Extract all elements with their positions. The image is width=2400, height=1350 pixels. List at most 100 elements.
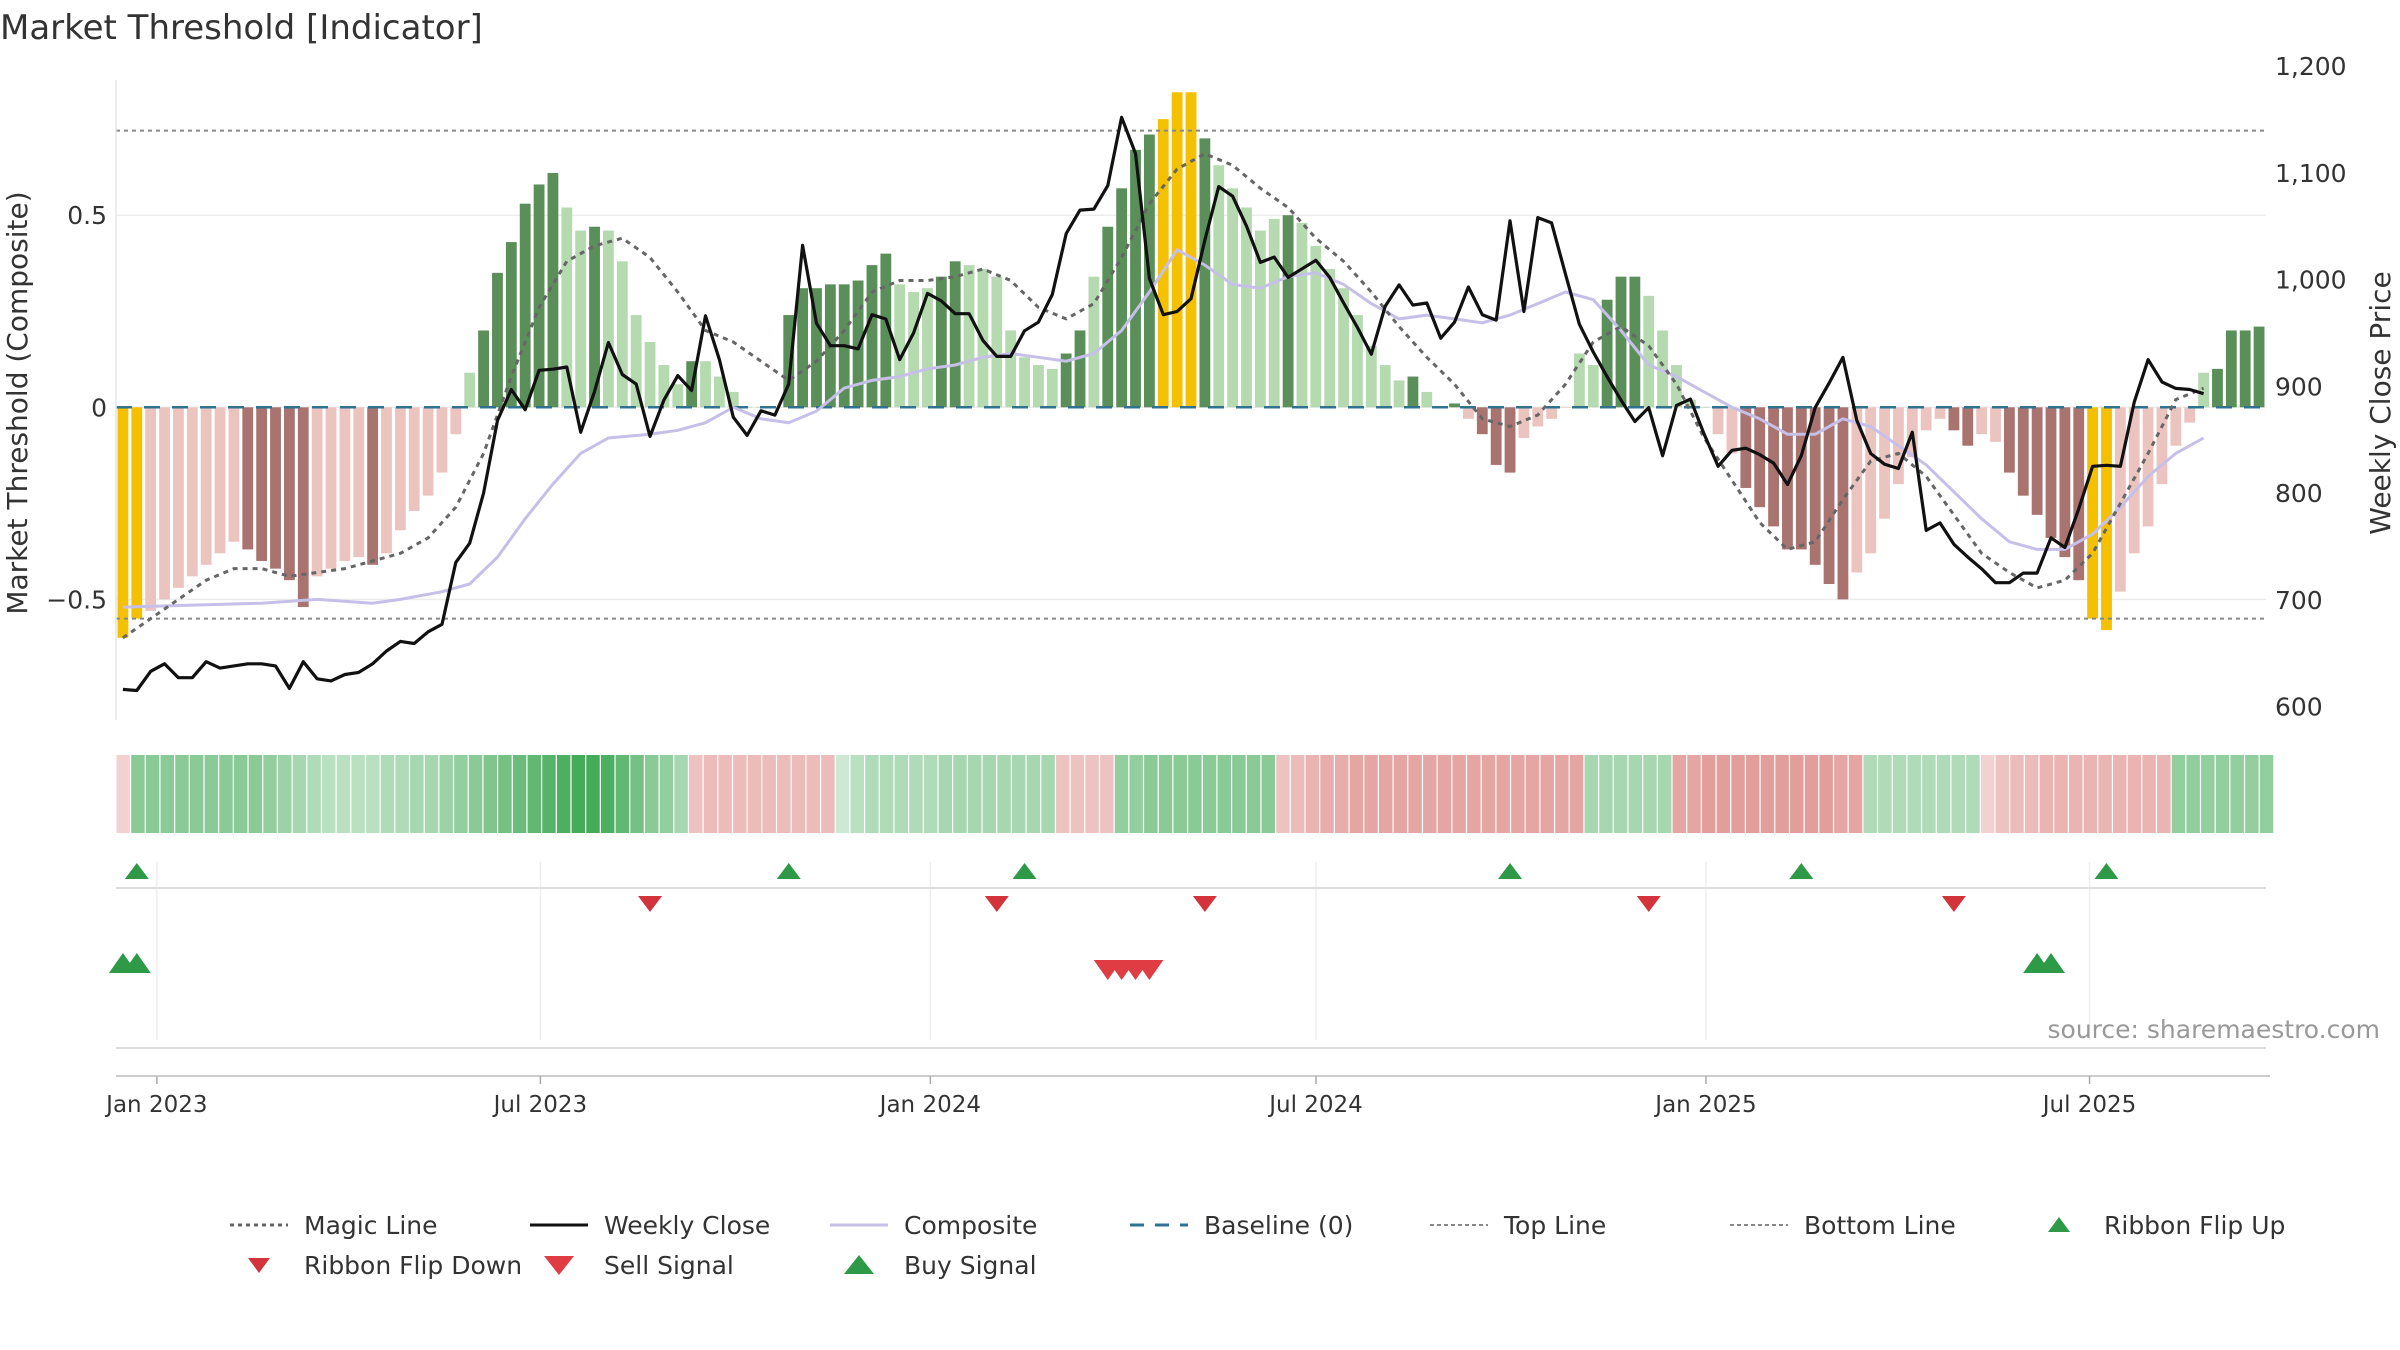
composite-bar <box>1241 207 1252 408</box>
ribbon-flip-down-marker <box>638 896 663 912</box>
composite-bar <box>2225 330 2237 408</box>
ribbon-cell <box>307 755 321 833</box>
composite-bar <box>1324 268 1336 408</box>
composite-bar <box>1560 407 1571 408</box>
composite-bar <box>1185 92 1197 408</box>
ribbon-cell <box>424 755 439 833</box>
composite-bar <box>159 407 170 600</box>
composite-bar <box>145 407 157 611</box>
composite-bar <box>811 288 822 408</box>
ribbon-cell <box>2157 755 2171 833</box>
ribbon-cell <box>160 755 175 833</box>
ribbon-cell <box>1701 755 1716 833</box>
composite-bar <box>1393 380 1405 408</box>
ribbon-cell <box>292 755 307 833</box>
composite-bar <box>1643 295 1655 408</box>
composite-bar <box>283 407 295 581</box>
composite-bar <box>1060 353 1072 408</box>
ribbon-cell <box>923 755 938 833</box>
composite-bar <box>2142 407 2154 527</box>
composite-bar <box>1920 407 1932 431</box>
composite-bar <box>1046 368 1058 408</box>
ribbon-flip-down-marker <box>1941 896 1966 912</box>
composite-bar <box>2253 326 2265 408</box>
composite-bar <box>325 407 337 569</box>
series-lines <box>122 115 2205 693</box>
ribbon-cell <box>1569 755 1584 833</box>
ribbon-cell <box>1511 755 1525 833</box>
ribbon-cell <box>659 755 674 833</box>
legend-item-buy-signal: Buy Signal <box>830 1251 1130 1280</box>
ribbon-cell <box>689 755 703 833</box>
ribbon-cell <box>1922 755 1936 833</box>
ribbon-cell <box>2215 755 2230 833</box>
composite-bar <box>963 265 975 408</box>
composite-bar <box>478 330 489 408</box>
ribbon-cell <box>1467 755 1481 833</box>
composite-bar <box>228 407 240 542</box>
composite-bar <box>436 407 448 473</box>
ribbon-cell <box>2201 755 2215 833</box>
composite-bar <box>367 407 379 565</box>
ribbon-cell <box>336 755 351 833</box>
ribbon-cell <box>1540 755 1554 833</box>
composite-bar <box>589 226 600 408</box>
y2-tick-label: 1,200 <box>2275 52 2347 81</box>
ribbon-cell <box>1188 755 1202 833</box>
ribbon-cell <box>1026 755 1041 833</box>
ribbon-cell <box>997 755 1011 833</box>
ribbon-cell <box>1790 755 1804 833</box>
composite-bar <box>1282 215 1294 408</box>
composite-bar <box>727 391 739 408</box>
ribbon-cell <box>909 755 923 833</box>
ribbon-cell <box>556 755 571 833</box>
composite-bar <box>797 288 809 408</box>
composite-bar <box>2114 407 2126 592</box>
composite-bar <box>1684 399 1696 408</box>
ribbon-flip-up-marker <box>1498 863 1523 879</box>
composite-bar <box>1962 407 1974 446</box>
legend-item-bottom-line: Bottom Line <box>1730 1210 1956 1240</box>
x-tick-label: Jan 2025 <box>1653 1092 1756 1118</box>
composite-bar <box>381 407 392 554</box>
composite-bar <box>1421 391 1433 408</box>
ribbon-cell <box>1878 755 1892 833</box>
y-tick-label: 0.5 <box>67 201 107 230</box>
ribbon-cell <box>1980 755 1995 833</box>
triangle-up-icon <box>2048 1217 2070 1232</box>
composite-bar <box>1365 345 1377 408</box>
legend-item-weekly-close: Weekly Close <box>530 1210 771 1240</box>
composite-bar <box>117 407 129 638</box>
ribbon-cell <box>1379 755 1393 833</box>
composite-bar <box>616 261 628 408</box>
chart-title: Market Threshold [Indicator] <box>0 8 483 48</box>
ribbon-cell <box>1364 755 1378 833</box>
ribbon-cell <box>879 755 894 833</box>
sell-signal-marker <box>1135 960 1164 980</box>
composite-bar <box>1005 330 1017 408</box>
composite-bar <box>1587 365 1599 408</box>
composite-bar <box>1712 407 1724 435</box>
ribbon-cell <box>1320 755 1334 833</box>
composite-bar <box>1976 407 1988 435</box>
ribbon-cell <box>1085 755 1099 833</box>
composite-bar <box>1407 376 1419 408</box>
composite-bar <box>949 261 961 408</box>
composite-bar <box>1754 407 1766 508</box>
composite-bar <box>408 407 420 512</box>
composite-bar <box>173 407 184 588</box>
magic-line <box>122 152 2205 640</box>
ribbon-cell <box>263 755 277 833</box>
ribbon-cell <box>938 755 953 833</box>
composite-bar <box>1449 403 1460 408</box>
ribbon-cell <box>1144 755 1158 833</box>
composite-bar <box>311 407 323 577</box>
composite-bar <box>1782 407 1793 550</box>
composite-bar <box>353 407 365 558</box>
ribbon-cell <box>233 755 248 833</box>
ribbon-cell <box>1276 755 1290 833</box>
x-tick-label: Jan 2024 <box>878 1092 981 1118</box>
composite-bar <box>2045 407 2057 538</box>
ribbon-cell <box>1408 755 1422 833</box>
ribbon-cell <box>2054 755 2068 833</box>
